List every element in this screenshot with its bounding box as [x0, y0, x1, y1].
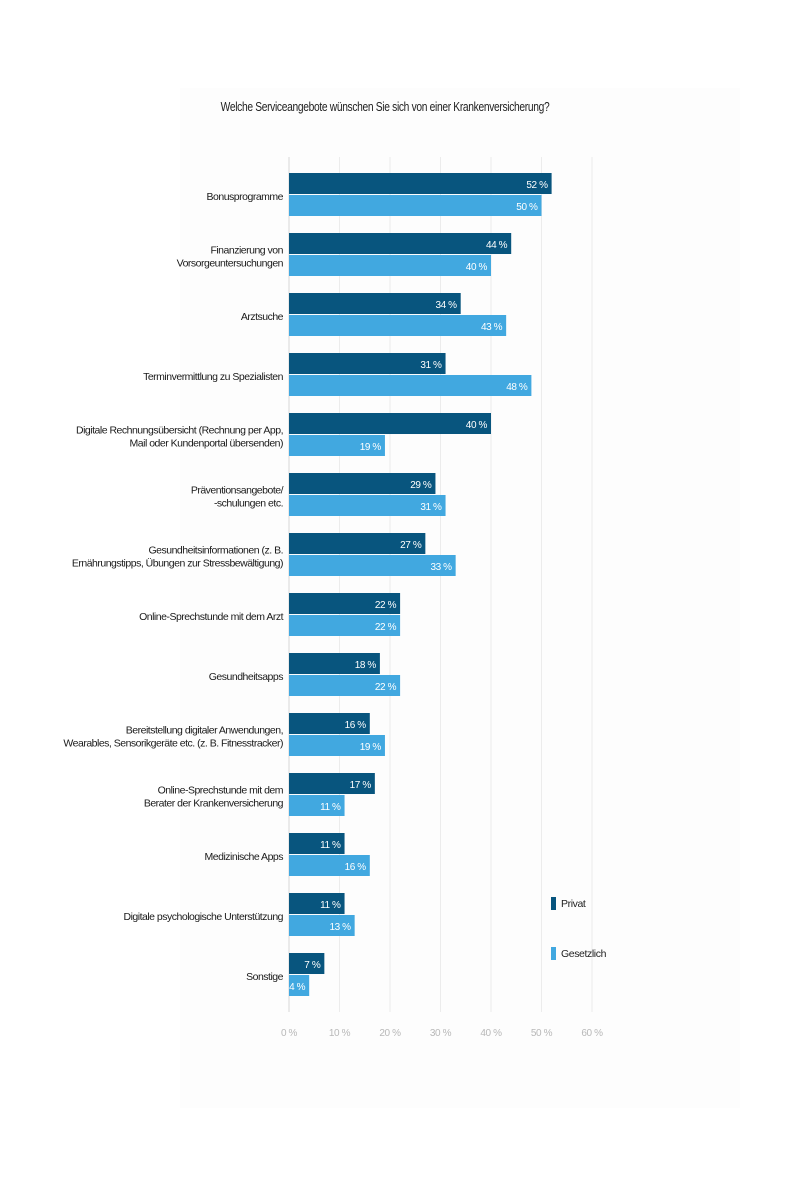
- data-label: 22 %: [375, 682, 397, 693]
- data-label: 22 %: [375, 600, 397, 611]
- bar-gesetzlich: [289, 975, 310, 996]
- data-label: 40 %: [466, 262, 488, 273]
- bar-gesetzlich: [289, 315, 507, 336]
- category-label: Online-Sprechstunde mit dem: [158, 785, 284, 797]
- data-label: 29 %: [410, 480, 432, 491]
- data-label: 31 %: [420, 360, 442, 371]
- x-tick-label: 10 %: [329, 1028, 351, 1039]
- x-tick-label: 0 %: [281, 1028, 298, 1039]
- bar-gesetzlich: [289, 555, 456, 576]
- category-label: Finanzierung von: [210, 245, 283, 257]
- data-label: 34 %: [435, 300, 457, 311]
- x-tick-label: 50 %: [531, 1028, 553, 1039]
- category-label: Arztsuche: [241, 311, 284, 323]
- data-label: 13 %: [329, 922, 351, 933]
- data-label: 40 %: [466, 420, 488, 431]
- data-label: 31 %: [420, 502, 442, 513]
- data-label: 33 %: [430, 562, 452, 573]
- data-label: 16 %: [345, 720, 367, 731]
- data-label: 18 %: [355, 660, 377, 671]
- category-label: Vorsorgeuntersuchungen: [177, 258, 284, 270]
- bar-gesetzlich: [289, 195, 542, 216]
- category-label: Mail oder Kundenportal übersenden): [130, 438, 283, 450]
- data-label: 16 %: [345, 862, 367, 873]
- data-label: 50 %: [516, 202, 538, 213]
- bar-gesetzlich: [289, 375, 532, 396]
- category-label: Bereitstellung digitaler Anwendungen,: [126, 725, 283, 737]
- data-label: 19 %: [360, 442, 382, 453]
- category-label: Bonusprogramme: [207, 191, 284, 203]
- data-label: 44 %: [486, 240, 508, 251]
- bar-gesetzlich: [289, 255, 491, 276]
- bar-privat: [289, 473, 436, 494]
- x-tick-label: 40 %: [480, 1028, 502, 1039]
- bar-privat: [289, 173, 552, 194]
- category-label: -schulungen etc.: [214, 498, 283, 510]
- bar-gesetzlich: [289, 675, 401, 696]
- bar-gesetzlich: [289, 495, 446, 516]
- bar-gesetzlich: [289, 855, 370, 876]
- category-label: Terminvermittlung zu Spezialisten: [143, 371, 284, 383]
- category-label: Gesundheitsinformationen (z. B.: [149, 545, 284, 557]
- category-label: Ernährungstipps, Übungen zur Stressbewäl…: [72, 558, 283, 570]
- bar-gesetzlich: [289, 735, 385, 756]
- x-tick-label: 60 %: [581, 1028, 603, 1039]
- bar-privat: [289, 773, 375, 794]
- data-label: 27 %: [400, 540, 422, 551]
- bar-privat: [289, 533, 426, 554]
- bar-privat: [289, 653, 380, 674]
- category-label: Online-Sprechstunde mit dem Arzt: [139, 611, 283, 623]
- x-tick-label: 30 %: [430, 1028, 452, 1039]
- x-tick-label: 20 %: [379, 1028, 401, 1039]
- legend-swatch: [551, 947, 556, 960]
- category-label: Digitale psychologische Unterstützung: [123, 911, 283, 923]
- bar-privat: [289, 833, 345, 854]
- category-label: Wearables, Sensorikgeräte etc. (z. B. Fi…: [63, 738, 283, 750]
- bar-gesetzlich: [289, 435, 385, 456]
- bar-privat: [289, 593, 401, 614]
- category-label: Medizinische Apps: [205, 851, 284, 863]
- category-label: Gesundheitsapps: [209, 671, 283, 683]
- data-label: 17 %: [350, 780, 372, 791]
- data-label: 52 %: [526, 180, 548, 191]
- category-label: Berater der Krankenversicherung: [144, 798, 284, 810]
- category-label: Sonstige: [246, 971, 284, 983]
- category-label: Präventionsangebote/: [191, 485, 284, 497]
- data-label: 11 %: [320, 802, 341, 813]
- data-label: 43 %: [481, 322, 503, 333]
- category-label: Digitale Rechnungsübersicht (Rechnung pe…: [76, 425, 283, 437]
- bar-gesetzlich: [289, 795, 345, 816]
- bar-privat: [289, 893, 345, 914]
- data-label: 22 %: [375, 622, 397, 633]
- data-label: 4 %: [289, 982, 306, 993]
- bar-privat: [289, 953, 325, 974]
- legend-swatch: [551, 897, 556, 910]
- data-label: 7 %: [304, 960, 321, 971]
- bar-privat: [289, 413, 491, 434]
- data-label: 48 %: [506, 382, 528, 393]
- data-label: 19 %: [360, 742, 382, 753]
- data-label: 11 %: [320, 840, 341, 851]
- bar-privat: [289, 713, 370, 734]
- chart-title: Welche Serviceangebote wünschen Sie sich…: [220, 100, 550, 114]
- legend-label: Privat: [561, 898, 586, 910]
- legend-label: Gesetzlich: [561, 948, 607, 960]
- bar-gesetzlich: [289, 615, 401, 636]
- bar-gesetzlich: [289, 915, 355, 936]
- bar-privat: [289, 293, 461, 314]
- bar-privat: [289, 353, 446, 374]
- data-label: 11 %: [320, 900, 341, 911]
- bar-privat: [289, 233, 512, 254]
